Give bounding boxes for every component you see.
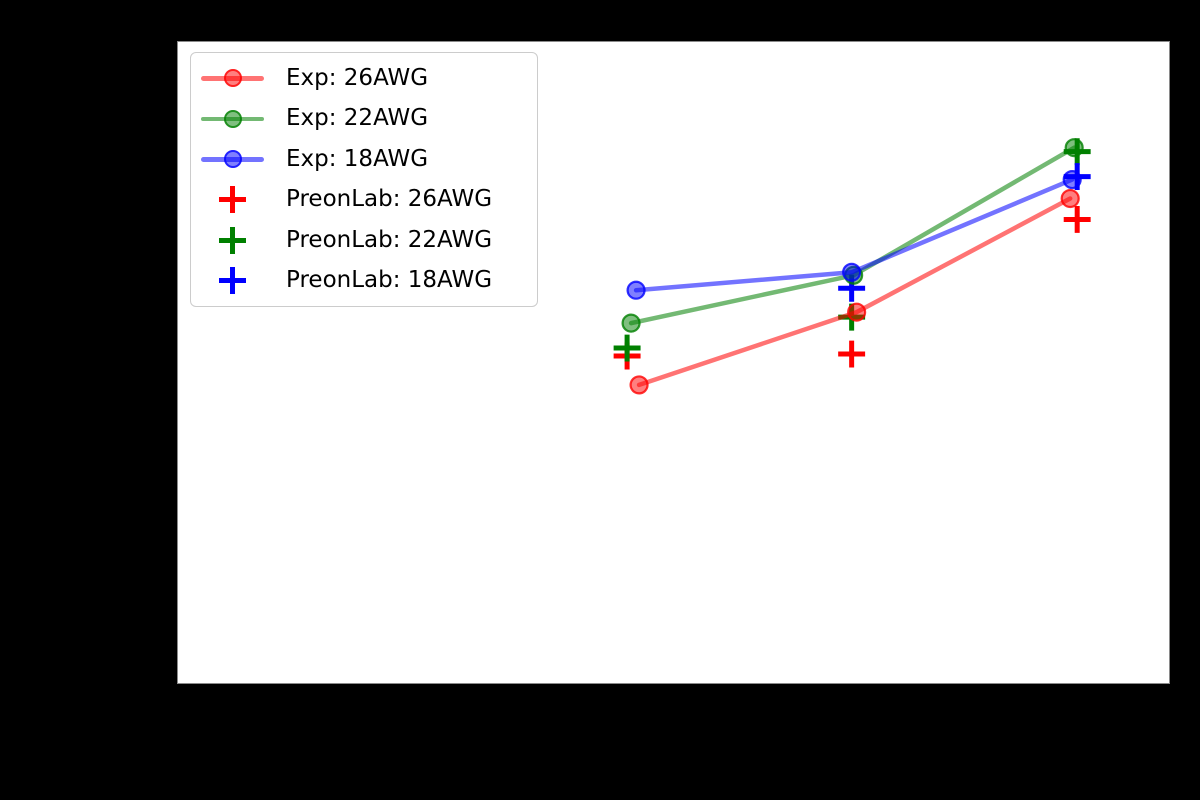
plus-marker-icon xyxy=(201,267,264,295)
legend: Exp: 26AWG Exp: 22AWG Exp: 18AWG PreonLa… xyxy=(190,52,538,307)
line-circle-marker-icon xyxy=(201,145,264,173)
legend-label: PreonLab: 18AWG xyxy=(286,267,493,294)
data-point-plus xyxy=(1063,205,1091,233)
data-point-plus xyxy=(838,340,866,368)
data-point-circle xyxy=(1062,170,1082,190)
data-point-circle xyxy=(626,280,646,300)
line-circle-marker-icon xyxy=(201,105,264,133)
plus-marker-icon xyxy=(201,226,264,254)
plus-marker-icon xyxy=(201,186,264,214)
plot-area: Exp: 26AWG Exp: 22AWG Exp: 18AWG PreonLa… xyxy=(177,41,1170,684)
legend-label: PreonLab: 26AWG xyxy=(286,186,493,213)
data-point-circle xyxy=(847,302,867,322)
legend-entry-preonlab-22awg: PreonLab: 22AWG xyxy=(191,220,537,261)
line-circle-marker-icon xyxy=(201,64,264,92)
data-point-circle xyxy=(629,375,649,395)
legend-entry-preonlab-26awg: PreonLab: 26AWG xyxy=(191,180,537,221)
legend-label: Exp: 22AWG xyxy=(286,105,429,132)
data-point-circle xyxy=(842,262,862,282)
data-point-circle xyxy=(1064,138,1084,158)
legend-label: Exp: 26AWG xyxy=(286,64,429,91)
legend-entry-exp-26awg: Exp: 26AWG xyxy=(191,58,537,99)
data-point-plus xyxy=(613,334,641,362)
series-line xyxy=(636,196,1073,388)
legend-entry-exp-22awg: Exp: 22AWG xyxy=(191,99,537,140)
data-point-circle xyxy=(1060,188,1080,209)
legend-label: Exp: 18AWG xyxy=(286,145,429,172)
data-point-circle xyxy=(621,313,641,333)
legend-label: PreonLab: 22AWG xyxy=(286,226,493,253)
chart-canvas xyxy=(613,138,1091,395)
legend-entry-exp-18awg: Exp: 18AWG xyxy=(191,139,537,180)
legend-entry-preonlab-18awg: PreonLab: 18AWG xyxy=(191,261,537,302)
